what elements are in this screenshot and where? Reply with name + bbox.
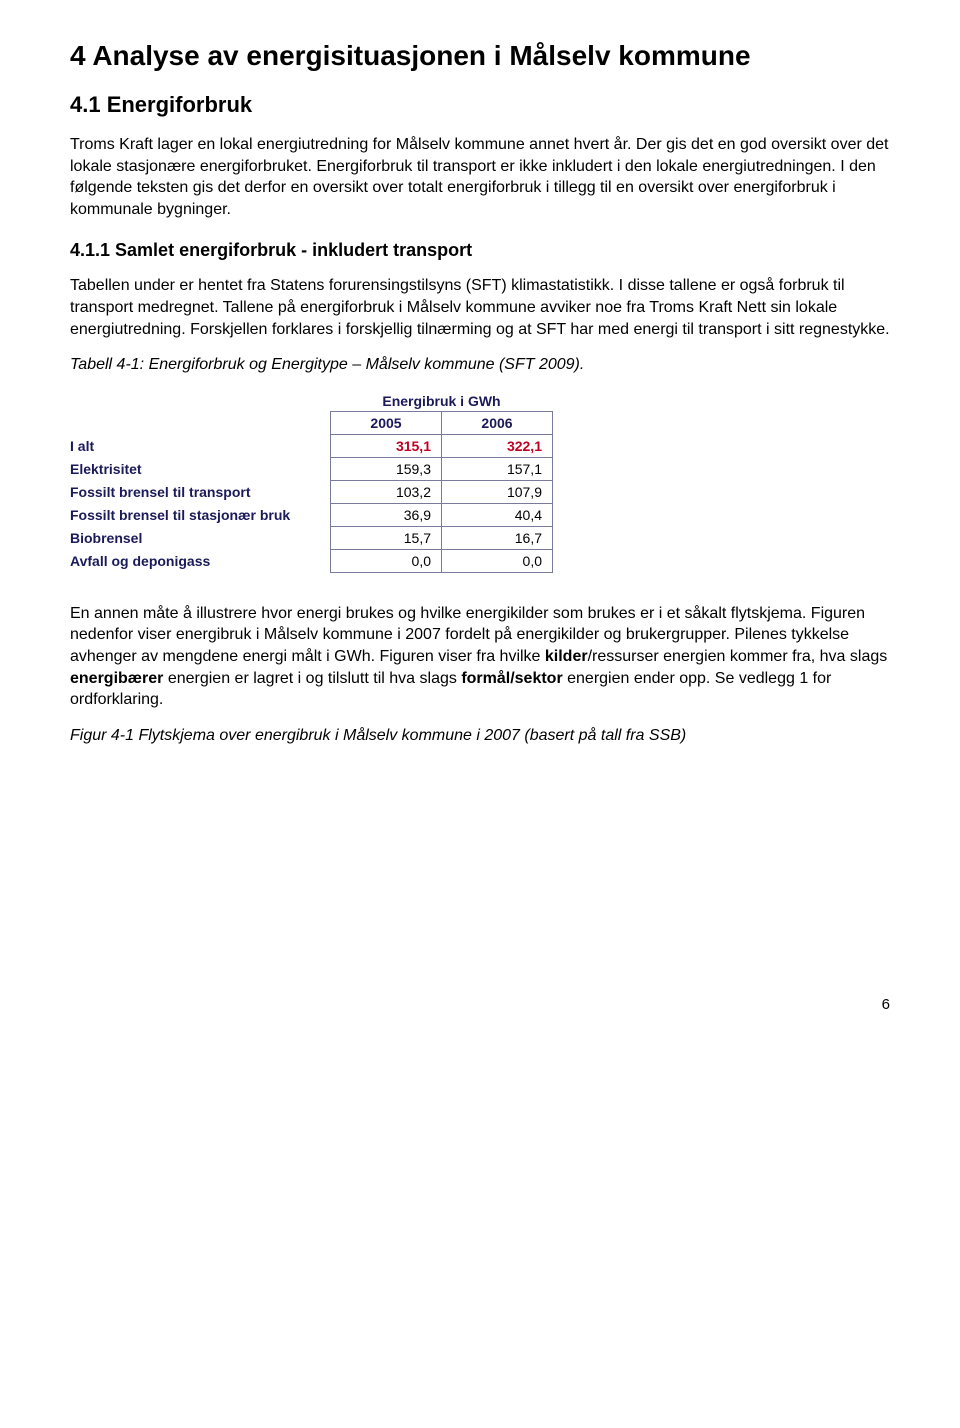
- cell: 40,4: [442, 503, 553, 526]
- cell: 107,9: [442, 480, 553, 503]
- cell: 157,1: [442, 457, 553, 480]
- row-label: Fossilt brensel til stasjonær bruk: [70, 503, 331, 526]
- cell: 159,3: [331, 457, 442, 480]
- figure-caption: Figur 4-1 Flytskjema over energibruk i M…: [70, 725, 890, 747]
- cell: 15,7: [331, 526, 442, 549]
- table-year-1: 2006: [442, 411, 553, 434]
- cell: 16,7: [442, 526, 553, 549]
- row-label: Elektrisitet: [70, 457, 331, 480]
- heading-chapter: 4 Analyse av energisituasjonen i Målselv…: [70, 40, 890, 72]
- text-run: energien er lagret i og tilslutt til hva…: [163, 670, 461, 687]
- table-row: Avfall og deponigass 0,0 0,0: [70, 549, 553, 572]
- bold-energibaerer: energibærer: [70, 670, 163, 687]
- page-number: 6: [70, 996, 890, 1013]
- table-row: Biobrensel 15,7 16,7: [70, 526, 553, 549]
- table-row: Fossilt brensel til transport 103,2 107,…: [70, 480, 553, 503]
- paragraph-figure-intro: En annen måte å illustrere hvor energi b…: [70, 603, 890, 711]
- row-label: I alt: [70, 434, 331, 457]
- bold-kilder: kilder: [545, 648, 588, 665]
- cell: 103,2: [331, 480, 442, 503]
- energy-table-wrap: Energibruk i GWh 2005 2006 I alt 315,1 3…: [70, 390, 890, 573]
- row-label: Fossilt brensel til transport: [70, 480, 331, 503]
- cell: 36,9: [331, 503, 442, 526]
- bold-formaal: formål/sektor: [461, 670, 562, 687]
- energy-table: Energibruk i GWh 2005 2006 I alt 315,1 3…: [70, 390, 553, 573]
- table-year-0: 2005: [331, 411, 442, 434]
- table-title: Energibruk i GWh: [331, 390, 553, 412]
- row-label: Biobrensel: [70, 526, 331, 549]
- table-corner: [70, 390, 331, 412]
- cell: 315,1: [331, 434, 442, 457]
- cell: 322,1: [442, 434, 553, 457]
- table-blank: [70, 411, 331, 434]
- table-row: Elektrisitet 159,3 157,1: [70, 457, 553, 480]
- cell: 0,0: [442, 549, 553, 572]
- heading-subsection: 4.1.1 Samlet energiforbruk - inkludert t…: [70, 240, 890, 261]
- table-row: Fossilt brensel til stasjonær bruk 36,9 …: [70, 503, 553, 526]
- paragraph-intro: Troms Kraft lager en lokal energiutredni…: [70, 134, 890, 220]
- text-run: /ressurser energien kommer fra, hva slag…: [588, 648, 888, 665]
- table-caption: Tabell 4-1: Energiforbruk og Energitype …: [70, 354, 890, 376]
- paragraph-table-intro: Tabellen under er hentet fra Statens for…: [70, 275, 890, 340]
- cell: 0,0: [331, 549, 442, 572]
- heading-section: 4.1 Energiforbruk: [70, 92, 890, 118]
- row-label: Avfall og deponigass: [70, 549, 331, 572]
- table-row: I alt 315,1 322,1: [70, 434, 553, 457]
